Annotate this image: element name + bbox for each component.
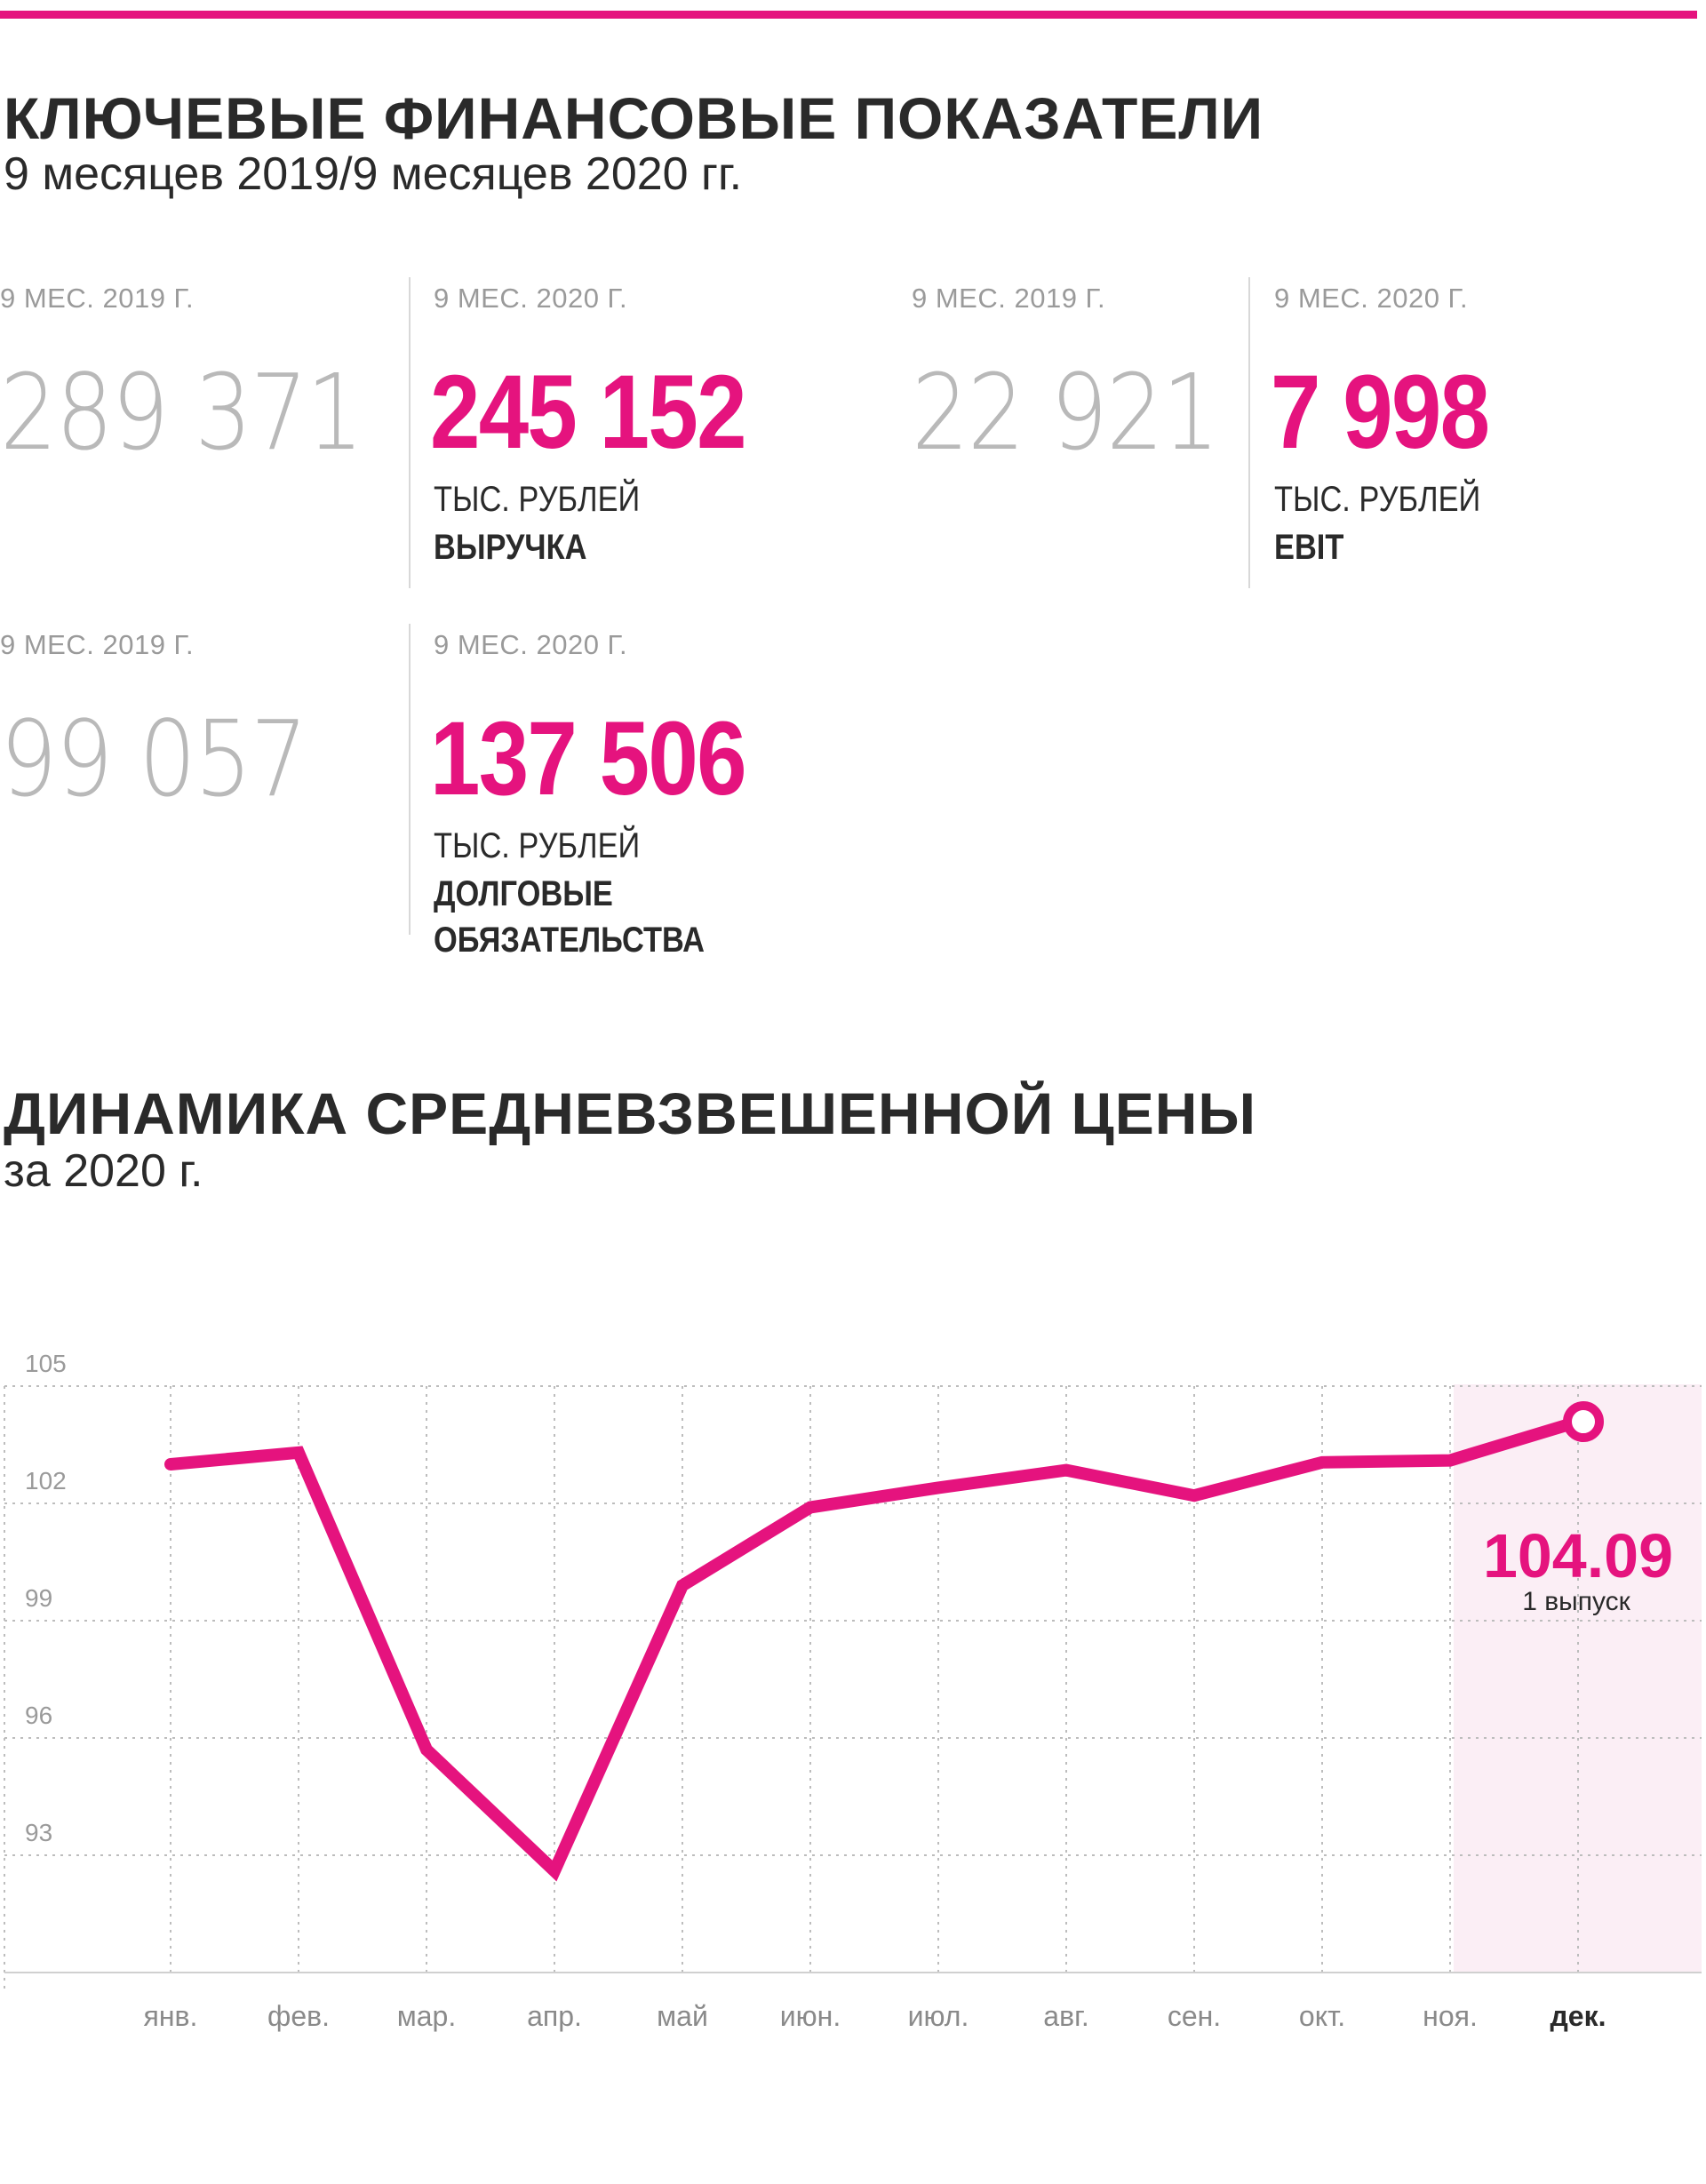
kpi-debt-name-line2: ОБЯЗАТЕЛЬСТВА — [434, 921, 705, 960]
kpi-debt-cur-value: 137 506 — [430, 700, 747, 817]
x-tick-label: апр. — [527, 2000, 582, 2032]
y-tick-label: 96 — [25, 1702, 52, 1729]
kpi-divider — [1248, 277, 1250, 588]
price-series-line — [164, 1415, 1584, 1882]
kpi-revenue-cur-value: 245 152 — [430, 354, 747, 471]
kpi-revenue-prev-value: 289 371 — [0, 351, 363, 474]
kpi-revenue-unit: ТЫС. РУБЛЕЙ — [434, 480, 641, 519]
x-tick-label: июл. — [908, 2000, 969, 2032]
kpi-ebit-cur-value: 7 998 — [1271, 354, 1490, 471]
x-tick-label: мар. — [397, 2000, 456, 2032]
kpi-revenue-name: ВЫРУЧКА — [434, 528, 587, 567]
y-tick-label: 93 — [25, 1819, 52, 1846]
end-value-label: 104.09 — [1483, 1521, 1673, 1590]
x-tick-label: янв. — [144, 2000, 198, 2032]
top-accent-bar — [0, 11, 1697, 19]
x-tick-label: июн. — [780, 2000, 841, 2032]
section2-title: ДИНАМИКА СРЕДНЕВЗВЕШЕННОЙ ЦЕНЫ — [4, 1080, 1257, 1146]
end-value-note: 1 выпуск — [1522, 1587, 1630, 1616]
kpi-debt-unit: ТЫС. РУБЛЕЙ — [434, 826, 641, 865]
y-tick-label: 102 — [25, 1467, 67, 1495]
kpi-divider — [409, 277, 411, 588]
kpi-ebit-unit: ТЫС. РУБЛЕЙ — [1274, 480, 1481, 519]
x-tick-label: авг. — [1043, 2000, 1088, 2032]
kpi-debt-prev-label: 9 МЕС. 2019 Г. — [0, 629, 195, 660]
y-tick-label: 105 — [25, 1350, 67, 1377]
section1-subtitle: 9 месяцев 2019/9 месяцев 2020 гг. — [4, 148, 743, 200]
kpi-ebit-prev-label: 9 МЕС. 2019 Г. — [912, 283, 1106, 314]
section2-subtitle: за 2020 г. — [4, 1145, 203, 1197]
x-tick-label: ноя. — [1423, 2000, 1478, 2032]
x-tick-label: фев. — [267, 2000, 330, 2032]
kpi-ebit-name: EBIT — [1274, 528, 1344, 567]
kpi-divider — [409, 624, 411, 935]
section1-title: КЛЮЧЕВЫЕ ФИНАНСОВЫЕ ПОКАЗАТЕЛИ — [4, 85, 1264, 151]
kpi-debt-cur-label: 9 МЕС. 2020 Г. — [434, 629, 628, 660]
kpi-debt-name-line1: ДОЛГОВЫЕ — [434, 874, 613, 913]
kpi-ebit-prev-value: 22 921 — [912, 351, 1219, 474]
end-point-marker — [1563, 1401, 1604, 1443]
y-tick-label: 99 — [25, 1584, 52, 1612]
x-tick-label: сен. — [1168, 2000, 1221, 2032]
kpi-revenue-prev-label: 9 МЕС. 2019 Г. — [0, 283, 195, 314]
x-tick-label: дек. — [1550, 2000, 1606, 2032]
kpi-revenue-cur-label: 9 МЕС. 2020 Г. — [434, 283, 628, 314]
kpi-debt-prev-value: 99 057 — [0, 697, 307, 820]
kpi-ebit-cur-label: 9 МЕС. 2020 Г. — [1274, 283, 1469, 314]
x-tick-label: окт. — [1299, 2000, 1345, 2032]
x-tick-label: май — [657, 2000, 708, 2032]
price-line-chart: 105 102 99 96 93 янв. фев. мар. апр. май июн. июл. а… — [4, 1350, 1702, 2032]
